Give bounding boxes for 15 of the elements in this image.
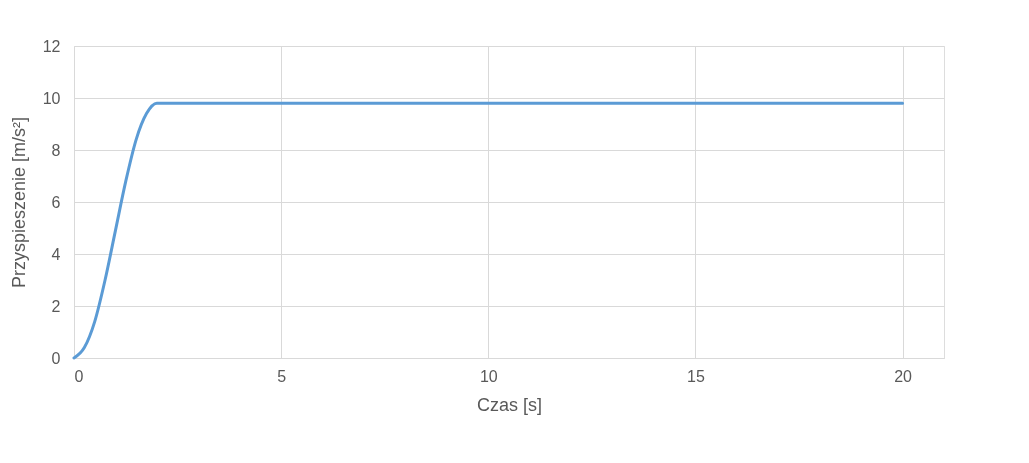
y-tick-label: 2 — [51, 297, 61, 315]
x-tick-label: 10 — [479, 367, 498, 385]
y-tick-label: 12 — [42, 37, 61, 55]
x-tick-label: 5 — [277, 367, 287, 385]
y-tick-label: 4 — [51, 245, 61, 263]
x-tick-label: 20 — [894, 367, 913, 385]
y-tick-label: 0 — [51, 349, 61, 367]
x-tick-label: 0 — [74, 367, 84, 385]
y-tick-label: 6 — [51, 193, 61, 211]
x-axis-title: Czas [s] — [476, 394, 543, 415]
y-axis-title: Przyspieszenie [m/s²] — [8, 116, 29, 289]
y-tick-label: 8 — [51, 141, 61, 159]
y-tick-label: 10 — [42, 89, 61, 107]
line-series — [72, 101, 905, 360]
x-tick-label: 15 — [687, 367, 705, 385]
